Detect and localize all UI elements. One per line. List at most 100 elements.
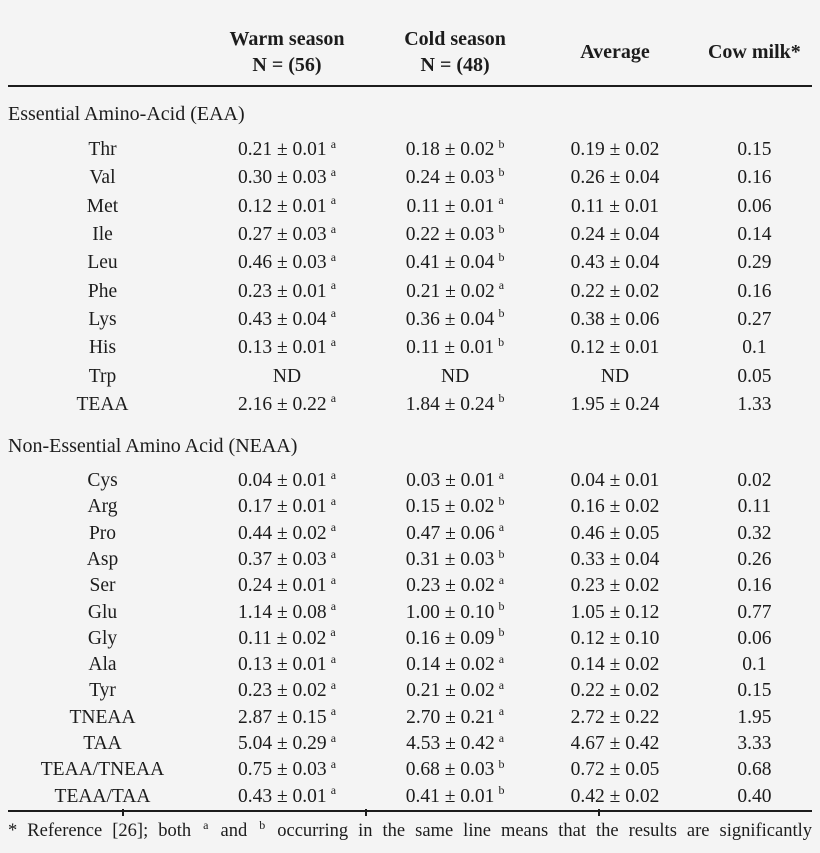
cell-average: 0.23 ± 0.02	[541, 575, 689, 597]
cell-value: 1.05 ± 0.12	[570, 601, 660, 623]
footnote-text: * Reference [26]; both	[8, 821, 202, 842]
cell-average: 0.42 ± 0.02	[541, 786, 689, 808]
col-header-cow-milk: Cow milk*	[707, 41, 801, 63]
cell-value: 3.33	[737, 733, 772, 755]
cell-value: 0.22 ± 0.03	[405, 224, 495, 246]
cell-average: 1.95 ± 0.24	[541, 394, 689, 416]
significance-superscript: a	[330, 704, 337, 719]
cell-average: 0.11 ± 0.01	[541, 196, 689, 218]
section-title: Non-Essential Amino Acid (NEAA)	[8, 434, 298, 457]
row-label: Asp	[86, 549, 119, 570]
cell-cold-season: 0.31 ± 0.03 b	[369, 548, 541, 571]
cell-cow-milk: 0.15	[689, 680, 820, 702]
significance-superscript: a	[330, 783, 337, 798]
table-row: Ile 0.27 ± 0.03 a 0.22 ± 0.03 b 0.24 ± 0.04 0.…	[0, 221, 820, 249]
table-body: Essential Amino-Acid (EAA) Thr 0.21 ± 0.01…	[0, 87, 820, 810]
cell-cold-season: 4.53 ± 0.42 a	[369, 732, 541, 755]
cell-average: 0.12 ± 0.10	[541, 628, 689, 650]
cell-cow-milk: 0.77	[689, 602, 820, 624]
significance-superscript: b	[498, 391, 505, 406]
cell-average: 0.24 ± 0.04	[541, 224, 689, 246]
cell-cow-milk: 0.27	[689, 309, 820, 331]
cell-average: 0.22 ± 0.02	[541, 281, 689, 303]
table-row: Arg 0.17 ± 0.01 a 0.15 ± 0.02 b 0.16 ± 0.02 0.…	[0, 494, 820, 520]
cell-average: 2.72 ± 0.22	[541, 707, 689, 729]
significance-superscript: a	[330, 493, 337, 508]
cell-value: 0.22 ± 0.02	[570, 680, 660, 702]
significance-superscript: a	[330, 334, 337, 349]
cell-cow-milk: 0.29	[689, 252, 820, 274]
cell-cold-season: 0.24 ± 0.03 b	[369, 166, 541, 189]
cell-value: 0.1	[742, 654, 767, 676]
cell-value: 1.84 ± 0.24	[405, 393, 495, 415]
cell-value: 0.24 ± 0.04	[570, 224, 660, 246]
cell-warm-season: ND	[205, 366, 369, 388]
cell-value: 0.16 ± 0.09	[405, 627, 495, 649]
row-label: Trp	[88, 365, 117, 387]
row-label: TEAA	[76, 393, 129, 415]
significance-superscript: b	[498, 306, 505, 321]
row-label: TNEAA	[69, 706, 136, 728]
cell-cow-milk: 0.26	[689, 549, 820, 571]
cell-value: 0.68 ± 0.03	[405, 759, 495, 781]
table-row: Thr 0.21 ± 0.01 a 0.18 ± 0.02 b 0.19 ± 0.02 0.…	[0, 136, 820, 164]
cell-value: ND	[272, 365, 302, 387]
cell-cow-milk: 0.40	[689, 786, 820, 808]
cell-value: 0.27 ± 0.03	[237, 224, 327, 246]
cell-value: 0.23 ± 0.01	[237, 280, 327, 302]
cell-value: 0.44 ± 0.02	[237, 522, 327, 544]
cell-average: 0.19 ± 0.02	[541, 139, 689, 161]
significance-superscript: a	[498, 677, 505, 692]
cell-cold-season: 0.15 ± 0.02 b	[369, 495, 541, 518]
cell-value: 0.43 ± 0.04	[570, 252, 660, 274]
cell-value: 0.18 ± 0.02	[405, 139, 495, 161]
table-row: Cys 0.04 ± 0.01 a 0.03 ± 0.01 a 0.04 ± 0.01 0.…	[0, 468, 820, 494]
cell-warm-season: 0.30 ± 0.03 a	[205, 164, 369, 189]
significance-superscript: a	[330, 164, 337, 179]
cell-value: 1.95 ± 0.24	[570, 393, 660, 415]
cell-cold-season: 0.18 ± 0.02 b	[369, 138, 541, 161]
cell-value: 0.04 ± 0.01	[237, 470, 327, 492]
table-row: Glu 1.14 ± 0.08 a 1.00 ± 0.10 b 1.05 ± 0.12 0.…	[0, 599, 820, 625]
cell-value: 0.11	[737, 496, 772, 518]
cell-average: 0.16 ± 0.02	[541, 496, 689, 518]
cell-value: 0.03 ± 0.01	[406, 470, 495, 492]
footnote: * Reference [26]; both a and b occurring…	[8, 819, 812, 844]
cell-value: 0.31 ± 0.03	[405, 549, 495, 570]
cell-cow-milk: 0.16	[689, 281, 820, 303]
significance-superscript: b	[498, 625, 505, 640]
table-row: Val 0.30 ± 0.03 a 0.24 ± 0.03 b 0.26 ± 0.04 0.…	[0, 164, 820, 192]
cell-cold-season: 0.41 ± 0.04 b	[369, 251, 541, 274]
significance-superscript: a	[330, 546, 337, 561]
significance-superscript: a	[330, 625, 336, 640]
significance-superscript: a	[330, 306, 337, 321]
cell-value: 0.06	[737, 627, 772, 649]
row-label: Phe	[87, 280, 118, 302]
row-label: TEAA/TAA	[54, 785, 151, 807]
cell-value: 1.33	[737, 393, 772, 415]
significance-superscript: a	[330, 193, 337, 208]
cell-value: 0.12 ± 0.01	[570, 337, 660, 359]
cell-value: 0.30 ± 0.03	[237, 167, 327, 189]
cell-value: 0.23 ± 0.02	[406, 575, 495, 597]
cell-value: ND	[441, 365, 470, 387]
row-label: Glu	[87, 601, 118, 623]
table-row: Trp ND ND ND 0.05	[0, 362, 820, 390]
cell-cold-season: 0.68 ± 0.03 b	[369, 758, 541, 781]
cell-value: 0.11 ± 0.02	[238, 627, 327, 649]
cell-cold-season: 0.16 ± 0.09 b	[369, 625, 541, 650]
column-tick	[122, 808, 124, 816]
table-row: Tyr 0.23 ± 0.02 a 0.21 ± 0.02 a 0.22 ± 0.02 0.…	[0, 678, 820, 704]
significance-superscript: a	[498, 520, 505, 535]
cell-cold-season: 0.14 ± 0.02 a	[369, 653, 541, 676]
cell-average: 0.12 ± 0.01	[541, 337, 689, 359]
row-label: Gly	[87, 627, 118, 649]
cell-value: 2.70 ± 0.21	[406, 706, 495, 728]
row-label: Lys	[88, 308, 117, 330]
significance-superscript: a	[330, 756, 337, 771]
cell-warm-season: 0.17 ± 0.01 a	[205, 493, 369, 518]
cell-cow-milk: 3.33	[689, 733, 820, 755]
significance-superscript: a	[330, 677, 337, 692]
cell-value: 0.15 ± 0.02	[405, 496, 495, 518]
